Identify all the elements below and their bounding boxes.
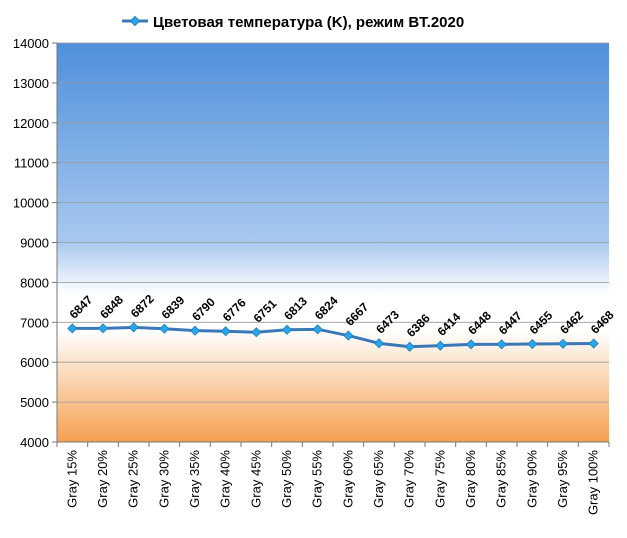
data-point-marker [312, 324, 323, 335]
y-tick-label: 12000 [13, 116, 49, 131]
x-tick-label: Gray 65% [371, 450, 386, 508]
data-point-marker [97, 323, 109, 334]
data-point-marker [343, 330, 354, 341]
x-tick-label: Gray 70% [402, 450, 417, 508]
x-tick-label: Gray 20% [95, 450, 110, 508]
data-point-marker [67, 323, 78, 334]
series-layer [67, 322, 599, 352]
gridlines [57, 42, 609, 443]
data-point-marker [557, 338, 569, 349]
data-point-marker [527, 338, 538, 350]
data-point-marker [373, 338, 385, 349]
x-tick-label: Gray 80% [463, 450, 478, 508]
y-tick-label: 6000 [20, 355, 49, 370]
y-tick-label: 14000 [13, 36, 49, 51]
x-axis: Gray 15% Gray 20% Gray 25% Gray 30% Gray 35%… [56, 441, 610, 515]
y-tick-label: 13000 [13, 76, 49, 91]
x-tick-label: Gray 15% [64, 450, 79, 508]
x-tick-label: Gray 30% [156, 450, 171, 508]
y-tick-label: 8000 [20, 275, 49, 290]
data-point-marker [251, 327, 262, 338]
legend-diamond-icon [129, 15, 141, 27]
y-tick-label: 5000 [20, 395, 49, 410]
data-point-marker [496, 339, 507, 350]
x-tick-label: Gray 45% [248, 450, 263, 508]
data-point-marker [159, 323, 170, 334]
data-point-marker [435, 340, 446, 351]
y-tick-label: 7000 [20, 315, 49, 330]
data-point-marker [220, 326, 231, 337]
data-point-marker [189, 325, 201, 336]
data-point-marker [281, 324, 293, 335]
data-point-marker [465, 339, 477, 350]
x-tick-label: Gray 35% [187, 450, 202, 508]
x-tick-label: Gray 55% [310, 450, 325, 508]
y-axis: 4000 5000 6000 7000 8000 9000 10000 11000 12000 1… [13, 36, 58, 450]
x-tick-label: Gray 40% [218, 450, 233, 508]
x-tick-label: Gray 50% [279, 450, 294, 508]
legend: Цветовая температура (K), режим BT.2020 [122, 14, 464, 31]
x-tick-label: Gray 75% [432, 450, 447, 508]
x-tick-label: Gray 85% [494, 450, 509, 508]
x-tick-label: Gray 25% [126, 450, 141, 508]
y-tick-label: 10000 [13, 196, 49, 211]
series-line [72, 325, 594, 349]
data-point-marker [404, 341, 415, 352]
y-tick-label: 4000 [20, 435, 49, 450]
y-tick-label: 9000 [20, 236, 49, 251]
data-point-marker [128, 322, 139, 333]
x-tick-label: Gray 90% [524, 450, 539, 508]
x-tick-label: Gray 60% [340, 450, 355, 508]
x-tick-label: Gray 100% [586, 450, 601, 515]
legend-entry: Цветовая температура (K), режим BT.2020 [153, 14, 464, 31]
y-tick-label: 11000 [14, 156, 49, 171]
x-tick-label: Gray 95% [555, 450, 570, 508]
data-point-marker [588, 338, 599, 349]
